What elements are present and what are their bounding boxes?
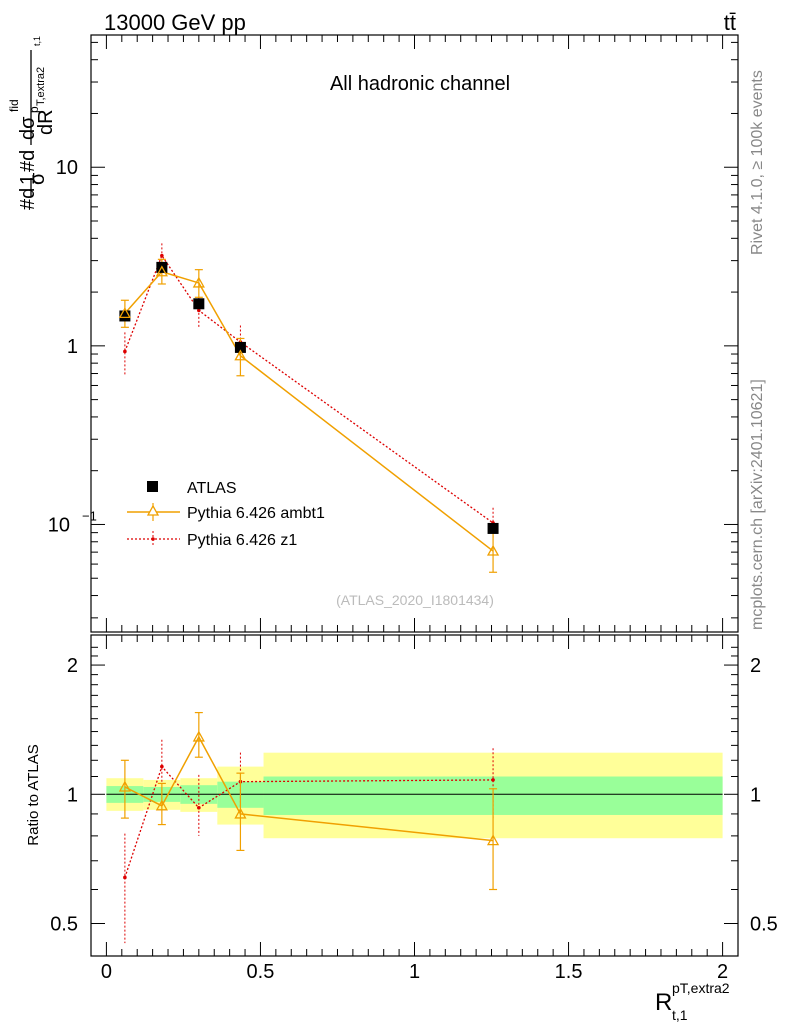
svg-text:#d: #d <box>17 150 39 172</box>
ratio-ambt1-point <box>486 834 500 846</box>
rivet-version-label: Rivet 4.1.0, ≥ 100k events <box>749 70 766 255</box>
ratio-z1-point <box>197 806 201 810</box>
atlas-point <box>119 310 131 322</box>
z1-point <box>123 349 127 354</box>
atlas-point <box>234 341 246 353</box>
ratio-data-series <box>118 711 500 944</box>
svg-text:fid: fid <box>7 99 21 112</box>
ratio-axis-ticks: 0.5 0.5 1 1 2 2 <box>50 646 778 935</box>
x-axis-ticks: 0 0.5 1 1.5 2 <box>101 35 728 983</box>
x-tick-label: 2 <box>717 961 728 983</box>
legend-ambt1-marker <box>146 504 160 516</box>
svg-text:pT,extra2: pT,extra2 <box>672 980 730 996</box>
legend-atlas-marker <box>147 481 158 492</box>
svg-text:p: p <box>27 106 41 113</box>
ratio-z1-point <box>123 875 127 880</box>
ratio-y-tick-label-left: 1 <box>67 784 78 806</box>
svg-text:σ: σ <box>27 172 49 185</box>
ratio-z1-point <box>160 764 164 769</box>
main-y-axis-label: #d 1 σ #d dσ fid p T,extra2 t,1 dR <box>7 36 57 210</box>
ambt1-point <box>118 307 131 319</box>
ratio-ambt1-point <box>192 730 205 742</box>
z1-point <box>197 308 201 313</box>
ratio-y-tick-label-right: 2 <box>750 655 761 677</box>
svg-text:t,1: t,1 <box>32 36 42 46</box>
x-tick-label: 1 <box>409 961 420 983</box>
legend-entry-ambt1: Pythia 6.426 ambt1 <box>187 505 325 522</box>
ratio-y-tick-label-left: 2 <box>67 655 78 677</box>
x-axis-label: R pT,extra2 t,1 <box>655 980 730 1023</box>
legend-entry-atlas: ATLAS <box>187 480 237 497</box>
ambt1-point <box>155 265 168 277</box>
svg-text:T,extra2: T,extra2 <box>35 67 47 106</box>
main-y-tick-label: 10 <box>48 514 70 536</box>
x-tick-label: 1.5 <box>555 961 583 983</box>
atlas-point <box>193 298 205 310</box>
legend-z1-marker <box>151 537 155 541</box>
main-axis-ticks: 10 −1 1 10 <box>48 41 738 619</box>
ratio-y-tick-label-left: 0.5 <box>50 913 78 935</box>
svg-text:dσ: dσ <box>17 116 39 140</box>
legend: ATLAS Pythia 6.426 ambt1 Pythia 6.426 z1 <box>127 480 325 549</box>
ratio-ambt1-point <box>155 799 168 811</box>
svg-text:1: 1 <box>17 174 39 185</box>
ratio-y-tick-label-right: 1 <box>750 784 761 806</box>
main-y-tick-label: 1 <box>67 336 78 358</box>
atlas-point <box>487 522 499 534</box>
svg-text:t,1: t,1 <box>672 1007 688 1023</box>
chart-title: All hadronic channel <box>330 73 510 95</box>
ratio-z1-point <box>491 778 495 782</box>
legend-entry-z1: Pythia 6.426 z1 <box>187 532 297 549</box>
svg-text:#d: #d <box>17 188 39 210</box>
ratio-y-axis-label: Ratio to ATLAS <box>25 744 42 845</box>
header-process: tt̄ <box>724 10 736 35</box>
main-y-tick-exponent: −1 <box>82 508 97 523</box>
ambt1-point <box>486 544 500 556</box>
x-tick-label: 0.5 <box>247 961 275 983</box>
header-energy: 13000 GeV pp <box>104 10 246 35</box>
source-url-label: mcplots.cern.ch [arXiv:2401.10621] <box>749 379 766 630</box>
ratio-y-tick-label-right: 0.5 <box>750 913 778 935</box>
main-y-tick-label: 10 <box>56 157 78 179</box>
z1-point <box>160 253 164 258</box>
ambt1-point <box>234 349 247 361</box>
main-data-series <box>118 243 500 573</box>
z1-line <box>124 254 494 524</box>
svg-text:R: R <box>655 989 672 1016</box>
ratio-ambt1-point <box>118 780 131 792</box>
svg-text:dR: dR <box>35 109 57 135</box>
x-tick-label: 0 <box>101 961 112 983</box>
ratio-ambt1-point <box>234 807 247 819</box>
ambt1-point <box>192 276 205 288</box>
analysis-id-label: (ATLAS_2020_I1801434) <box>336 592 494 608</box>
